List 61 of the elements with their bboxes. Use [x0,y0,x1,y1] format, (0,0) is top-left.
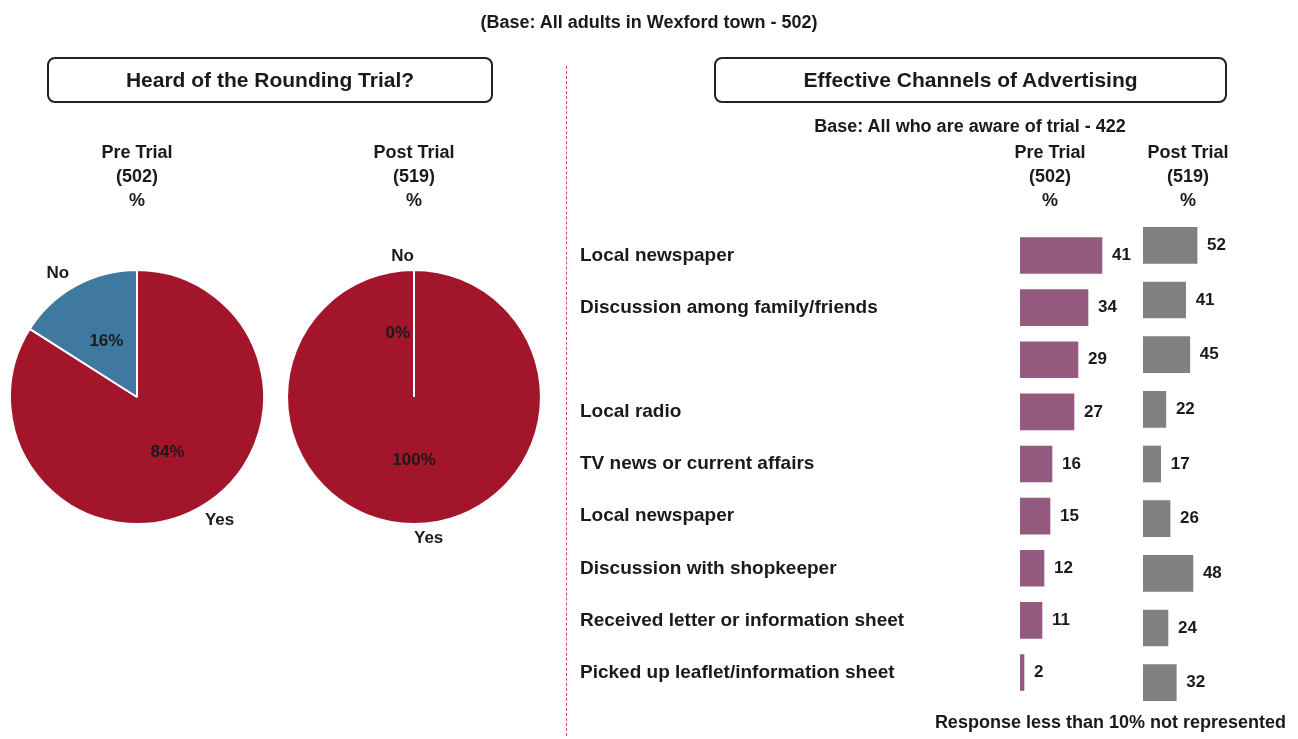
bar [1143,227,1198,264]
bar [1020,497,1051,535]
data-label: 48 [1202,563,1222,583]
bar [1143,391,1167,428]
y-tick-label: Discussion with shopkeeper [580,556,838,578]
bar [1020,289,1089,326]
bar [1143,500,1171,537]
slice-label: Yes [204,510,235,530]
bar [1020,654,1025,691]
bar [1020,393,1075,431]
bar [1020,549,1045,587]
bar [1020,341,1079,379]
data-label: 100% [392,450,436,470]
chart-subtitle: Post Trial (519) % [372,141,456,212]
y-tick-label: Local radio [580,400,682,422]
data-label: 41 [1195,289,1215,309]
bar [1143,664,1177,701]
data-label: 16 [1062,453,1081,473]
y-tick-label: Received letter or information sheet [580,608,905,630]
text: Response less than 10% not represented [934,712,1286,733]
y-tick-label: Local newspaper [580,243,735,265]
y-tick-label: Picked up leaflet/information sheet [580,660,896,682]
data-label: 16% [89,331,124,351]
data-label: 52 [1207,235,1226,255]
data-label: 84% [150,442,185,462]
bar [1020,602,1043,639]
data-label: 34 [1098,297,1118,317]
series-label: Pre Trial (502) % [1013,141,1087,212]
data-label: 27 [1084,401,1103,421]
bar [1020,445,1053,483]
y-tick-label: Local newspaper [580,504,735,526]
data-label: 24 [1177,617,1198,637]
series-label: Post Trial (519) % [1146,141,1230,212]
data-label: 29 [1088,349,1107,369]
data-label: 45 [1199,344,1219,364]
data-label: 41 [1112,245,1131,265]
data-label: 11 [1052,610,1070,630]
chart-title: Heard of the Rounding Trial? [47,57,493,103]
chart-title: Effective Channels of Advertising [714,57,1227,103]
chart-subtitle: Pre Trial (502) % [100,141,174,212]
data-label: 32 [1186,672,1206,692]
data-label: 22 [1175,399,1195,419]
category-label: No [391,245,414,265]
data-label: 26 [1180,508,1199,528]
bar [1143,281,1186,319]
text: 0% [385,323,410,343]
data-label: 2 [1034,662,1044,682]
bar [1143,609,1169,647]
y-tick-label: TV news or current affairs [580,452,815,474]
chart-subtitle: Base: All who are aware of trial - 422 [813,116,1127,137]
bar [1143,336,1191,373]
bar [1143,555,1194,592]
data-label: 17 [1170,453,1190,473]
data-label: 12 [1054,557,1073,577]
slice-label: Yes [414,527,444,547]
data-label: 15 [1060,505,1079,525]
text: (Base: All adults in Wexford town - 502) [480,12,818,32]
y-tick-label: Discussion among family/friends [580,295,878,317]
bar [1020,237,1103,274]
bar [1143,445,1162,483]
slice-label: No [46,263,70,283]
